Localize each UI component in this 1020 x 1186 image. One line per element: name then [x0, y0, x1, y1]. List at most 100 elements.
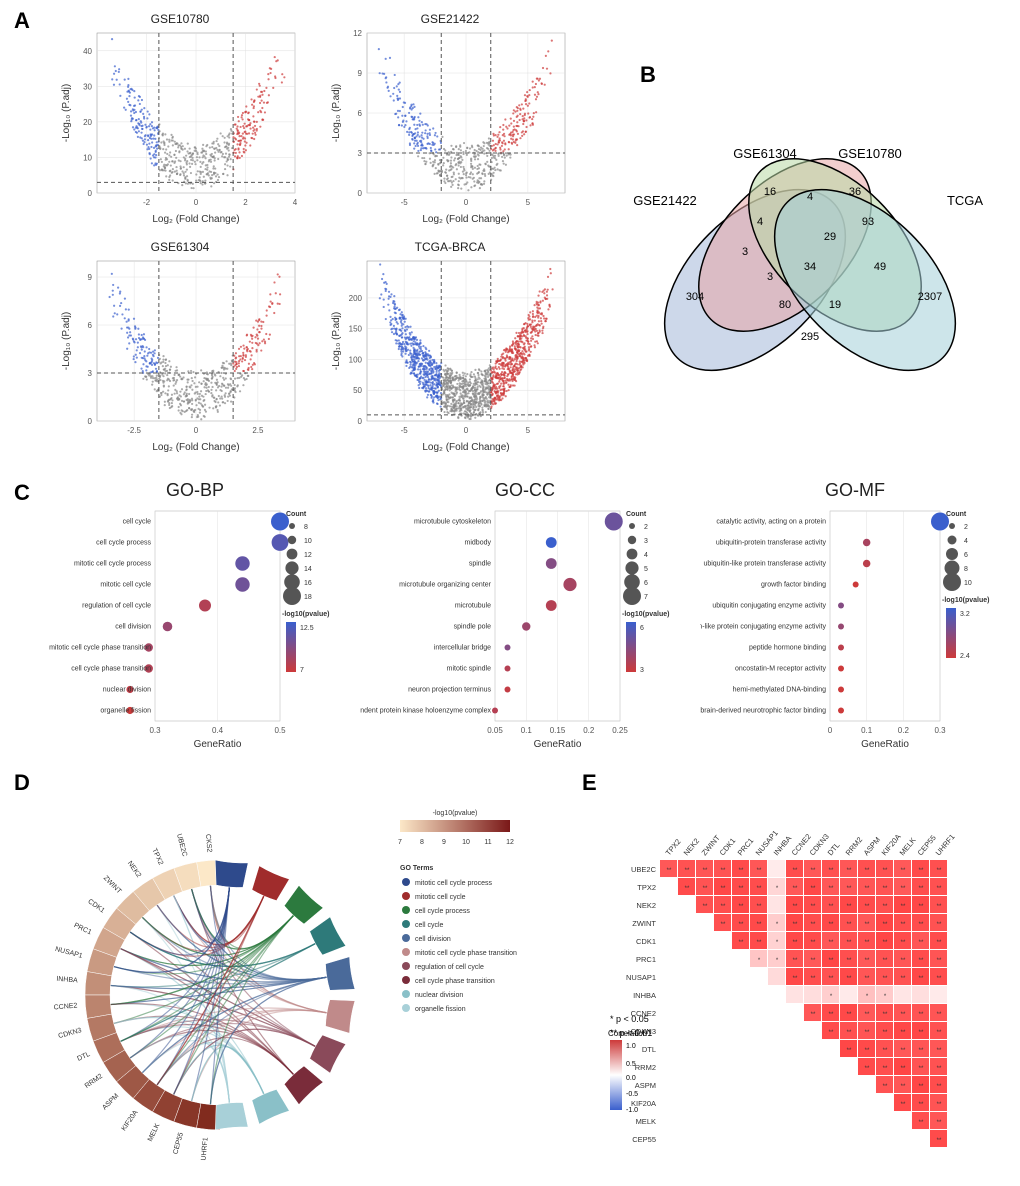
svg-text:0.0: 0.0 — [626, 1075, 636, 1082]
svg-text:-5: -5 — [401, 198, 409, 207]
svg-text:93: 93 — [862, 216, 874, 228]
svg-text:**: ** — [919, 1120, 924, 1126]
svg-text:**: ** — [703, 886, 708, 892]
svg-text:CDK1: CDK1 — [636, 937, 656, 946]
svg-text:-5: -5 — [401, 426, 409, 435]
svg-text:**: ** — [721, 868, 726, 874]
svg-text:Count: Count — [626, 511, 647, 518]
svg-text:11: 11 — [484, 839, 491, 846]
svg-text:CDK1: CDK1 — [86, 898, 105, 915]
svg-text:GeneRatio: GeneRatio — [534, 739, 582, 750]
svg-text:**: ** — [883, 904, 888, 910]
svg-text:**: ** — [793, 940, 798, 946]
svg-text:-log10(pvalue): -log10(pvalue) — [282, 611, 329, 618]
svg-text:**: ** — [847, 1030, 852, 1036]
svg-text:**: ** — [919, 1102, 924, 1108]
svg-text:16: 16 — [764, 186, 776, 198]
svg-text:**: ** — [919, 1066, 924, 1072]
svg-text:**: ** — [919, 976, 924, 982]
svg-text:8: 8 — [420, 839, 424, 846]
go-cc-title: GO-CC — [360, 480, 690, 501]
svg-text:PRC1: PRC1 — [736, 836, 756, 857]
svg-text:UHRF1: UHRF1 — [201, 1137, 210, 1161]
svg-text:**: ** — [937, 922, 942, 928]
svg-text:**: ** — [937, 1048, 942, 1054]
figure-root: A B C D E GSE10780 -2024010203040Log₂ (F… — [0, 0, 1020, 1186]
svg-text:4: 4 — [293, 198, 298, 207]
svg-text:10: 10 — [304, 538, 312, 545]
svg-text:4: 4 — [964, 538, 968, 545]
go-bp: GO-BP 0.30.40.5cell cyclecell cycle proc… — [40, 480, 350, 756]
svg-text:**: ** — [721, 904, 726, 910]
svg-text:12: 12 — [353, 29, 362, 38]
svg-text:intercellular bridge: intercellular bridge — [434, 645, 491, 652]
svg-text:CDKN3: CDKN3 — [58, 1027, 83, 1040]
svg-text:**: ** — [793, 886, 798, 892]
svg-text:**: ** — [883, 886, 888, 892]
volcano-gse10780: GSE10780 -2024010203040Log₂ (Fold Change… — [55, 12, 305, 233]
svg-text:0.5: 0.5 — [274, 726, 286, 735]
svg-text:CEP55: CEP55 — [916, 833, 938, 857]
svg-text:DTL: DTL — [76, 1051, 91, 1063]
svg-text:**: ** — [919, 958, 924, 964]
svg-text:**: ** — [757, 940, 762, 946]
svg-text:0: 0 — [194, 198, 199, 207]
svg-text:GeneRatio: GeneRatio — [194, 739, 242, 750]
svg-text:**: ** — [829, 1030, 834, 1036]
svg-text:10: 10 — [462, 839, 470, 846]
svg-text:**: ** — [811, 904, 816, 910]
svg-text:0: 0 — [88, 189, 93, 198]
svg-text:**: ** — [847, 958, 852, 964]
svg-text:cyclin-dependent protein kinas: cyclin-dependent protein kinase holoenzy… — [360, 708, 491, 715]
svg-text:NUSAP1: NUSAP1 — [54, 946, 83, 960]
svg-text:**: ** — [883, 868, 888, 874]
svg-text:**: ** — [757, 922, 762, 928]
svg-text:40: 40 — [83, 47, 92, 56]
svg-text:3.2: 3.2 — [960, 611, 970, 618]
svg-text:36: 36 — [849, 186, 861, 198]
svg-text:**: ** — [919, 1084, 924, 1090]
svg-text:**: ** — [829, 922, 834, 928]
svg-text:mitotic spindle: mitotic spindle — [447, 666, 491, 673]
svg-text:**: ** — [937, 1102, 942, 1108]
svg-text:0: 0 — [194, 426, 199, 435]
svg-text:ASPM: ASPM — [635, 1081, 656, 1090]
svg-text:-2: -2 — [143, 198, 151, 207]
svg-text:49: 49 — [874, 261, 886, 273]
svg-text:0: 0 — [358, 417, 363, 426]
svg-text:**: ** — [793, 958, 798, 964]
svg-text:**: ** — [793, 922, 798, 928]
svg-text:**: ** — [919, 868, 924, 874]
svg-text:**: ** — [901, 940, 906, 946]
svg-text:10: 10 — [83, 153, 92, 162]
svg-text:1.0: 1.0 — [626, 1043, 636, 1050]
svg-text:6: 6 — [644, 580, 648, 587]
svg-text:Log₂ (Fold Change): Log₂ (Fold Change) — [422, 442, 509, 453]
svg-text:5: 5 — [526, 198, 531, 207]
svg-text:cell cycle: cell cycle — [123, 519, 152, 526]
svg-text:**: ** — [703, 868, 708, 874]
svg-text:**: ** — [703, 904, 708, 910]
svg-text:cell cycle: cell cycle — [415, 922, 444, 929]
svg-text:neuron projection terminus: neuron projection terminus — [408, 687, 491, 694]
svg-text:-Log₁₀ (P.adj): -Log₁₀ (P.adj) — [331, 84, 342, 142]
svg-text:RRM2: RRM2 — [84, 1073, 104, 1090]
go-bp-title: GO-BP — [40, 480, 350, 501]
svg-text:**: ** — [811, 958, 816, 964]
svg-text:8: 8 — [304, 524, 308, 531]
svg-text:**: ** — [883, 1084, 888, 1090]
svg-text:Correlation: Correlation — [608, 1029, 647, 1038]
svg-text:9: 9 — [88, 273, 93, 282]
svg-text:12.5: 12.5 — [300, 625, 314, 632]
svg-text:0: 0 — [358, 189, 363, 198]
svg-text:GSE21422: GSE21422 — [633, 193, 697, 208]
svg-text:**: ** — [739, 940, 744, 946]
svg-text:3: 3 — [742, 246, 748, 258]
svg-text:7: 7 — [300, 667, 304, 674]
svg-text:**: ** — [829, 904, 834, 910]
svg-text:TPX2: TPX2 — [150, 847, 164, 866]
svg-text:**: ** — [937, 976, 942, 982]
svg-text:Count: Count — [946, 511, 967, 518]
svg-text:7: 7 — [398, 839, 402, 846]
svg-text:9: 9 — [358, 69, 363, 78]
